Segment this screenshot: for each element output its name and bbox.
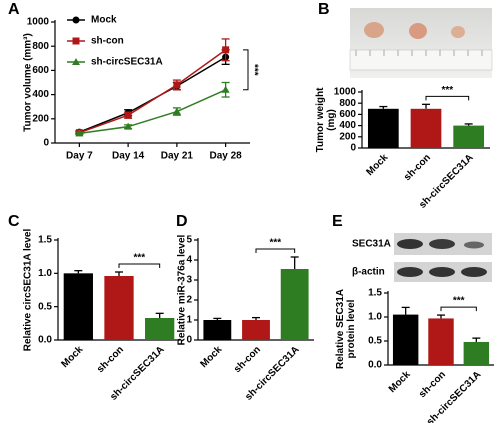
significance-label: *** <box>453 296 465 307</box>
bar <box>367 108 399 148</box>
y-tick-label: 400 <box>339 120 356 131</box>
y-tick-label: 800 <box>32 41 49 52</box>
legend-label: Mock <box>91 15 117 26</box>
bar <box>410 108 442 148</box>
x-tick-label: Day 14 <box>112 151 145 162</box>
legend-marker <box>72 16 80 24</box>
x-tick-label: Day 28 <box>210 151 243 162</box>
y-tick-label: 0.0 <box>38 335 52 346</box>
significance-label: *** <box>248 64 259 76</box>
y-tick-label: 1000 <box>334 87 357 98</box>
point <box>124 122 133 130</box>
significance-bracket <box>440 306 477 312</box>
y-tick-label: 800 <box>339 98 356 109</box>
y-tick-label: 0.0 <box>368 360 382 371</box>
y-tick-label: 0.5 <box>368 336 382 347</box>
y-axis-label: Relative miR-376a level <box>177 234 188 345</box>
bar <box>453 125 485 148</box>
legend-marker <box>72 37 80 45</box>
legend-label: sh-con <box>91 36 124 47</box>
y-tick-label: 2 <box>186 295 192 306</box>
point <box>172 107 181 115</box>
series-line <box>79 89 226 135</box>
significance-bracket <box>255 248 296 253</box>
y-tick-label: 4 <box>186 255 192 266</box>
y-axis-label: (mg) <box>326 109 337 131</box>
bar <box>428 318 454 365</box>
point <box>124 111 132 119</box>
x-tick-label: Mock <box>198 344 224 370</box>
x-tick-label: sh-con <box>417 369 448 400</box>
blot-label: SEC31A <box>352 239 391 250</box>
point <box>173 81 181 89</box>
x-tick-label: sh-con <box>232 344 263 375</box>
significance-bracket <box>118 263 161 268</box>
y-axis-label: protein level <box>346 299 357 358</box>
western-blot <box>394 233 492 282</box>
bar <box>145 318 175 340</box>
bar <box>392 314 419 365</box>
point <box>75 129 84 137</box>
bar <box>63 273 93 340</box>
panel-letter: B <box>318 1 330 18</box>
y-axis-label: Tumor weight <box>315 87 326 152</box>
y-tick-label: 1.5 <box>38 235 52 246</box>
y-tick-label: 1.0 <box>38 268 52 279</box>
y-tick-label: 0 <box>350 143 356 154</box>
bar <box>280 269 309 340</box>
y-tick-label: 1000 <box>27 17 50 28</box>
x-tick-label: sh-con <box>95 344 126 375</box>
legend-label: sh-circSEC31A <box>91 57 163 68</box>
y-tick-label: 0 <box>43 138 49 149</box>
series-line <box>79 49 227 134</box>
x-tick-label: Day 21 <box>161 151 194 162</box>
x-tick-label: Mock <box>59 344 85 370</box>
x-tick-label: Day 7 <box>66 151 93 162</box>
panel-letter: E <box>332 213 343 230</box>
y-tick-label: 5 <box>186 235 192 246</box>
y-tick-label: 600 <box>32 65 49 76</box>
significance-label: *** <box>441 85 453 96</box>
y-tick-label: 0.5 <box>38 301 52 312</box>
y-tick-label: 3 <box>186 275 192 286</box>
bar <box>463 341 490 365</box>
x-tick-label: Mock <box>387 369 413 395</box>
y-tick-label: 1 <box>186 315 192 326</box>
significance-bracket <box>425 95 470 101</box>
y-axis-label: Relative SEC31A <box>335 289 346 369</box>
significance-label: *** <box>269 238 281 249</box>
y-tick-label: 0 <box>186 335 192 346</box>
significance-label: *** <box>133 253 145 264</box>
legend-marker <box>72 58 80 65</box>
y-tick-label: 600 <box>339 109 356 120</box>
bar <box>104 276 134 340</box>
y-axis-label: Relative circSEC31A level <box>23 229 34 352</box>
y-tick-label: 200 <box>32 113 49 124</box>
panel-letter: A <box>8 1 20 18</box>
y-axis-label: Tumor volume (mm³) <box>23 33 34 132</box>
panel-letter: C <box>8 213 20 230</box>
significance-bracket <box>243 49 249 91</box>
y-tick-label: 400 <box>32 89 49 100</box>
y-tick-label: 1.0 <box>368 312 382 323</box>
point <box>222 46 230 54</box>
y-tick-label: 200 <box>339 131 356 142</box>
blot-label: β-actin <box>352 267 385 278</box>
y-tick-label: 1.5 <box>368 288 382 299</box>
x-tick-label: sh-con <box>402 152 433 183</box>
bar <box>242 320 270 340</box>
panel-letter: D <box>176 213 188 230</box>
x-tick-label: Mock <box>364 152 390 178</box>
series-line <box>79 56 227 133</box>
bar <box>203 320 232 340</box>
point <box>221 85 230 93</box>
tumor-photo <box>349 8 493 78</box>
